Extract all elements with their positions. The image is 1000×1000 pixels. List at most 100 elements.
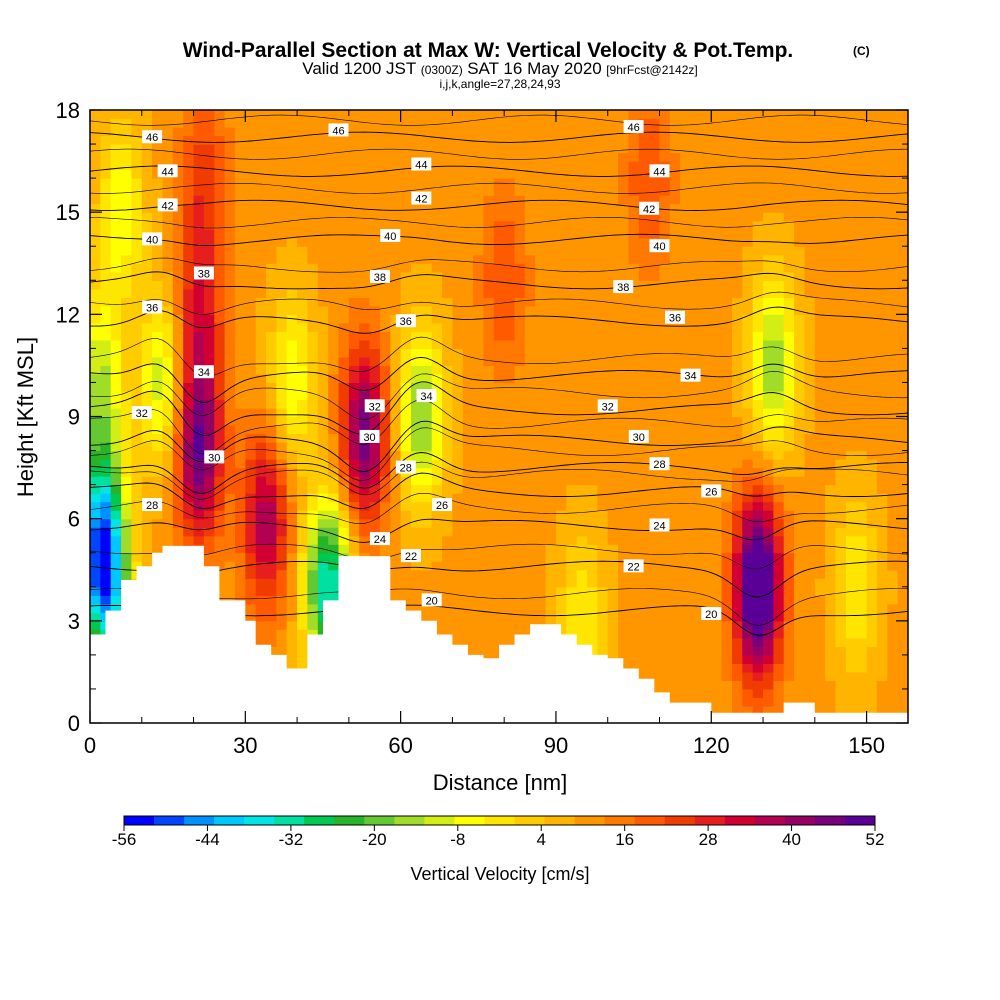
velocity-cell — [711, 706, 723, 716]
velocity-cell — [680, 527, 692, 537]
velocity-cell — [266, 578, 277, 588]
velocity-cell — [379, 399, 391, 409]
velocity-cell — [359, 459, 371, 469]
velocity-cell — [473, 220, 485, 230]
velocity-cell — [680, 442, 692, 452]
velocity-cell — [245, 552, 257, 562]
velocity-cell — [628, 654, 640, 664]
velocity-cell — [183, 271, 195, 281]
velocity-cell — [804, 612, 816, 622]
velocity-cell — [794, 484, 806, 494]
velocity-cell — [618, 450, 630, 460]
velocity-cell — [121, 382, 133, 392]
velocity-cell — [121, 118, 133, 128]
velocity-cell — [587, 382, 598, 392]
velocity-cell — [555, 135, 567, 145]
velocity-cell — [690, 135, 702, 145]
velocity-cell — [348, 246, 360, 256]
velocity-cell — [100, 476, 112, 486]
velocity-cell — [172, 527, 184, 537]
velocity-cell — [669, 688, 681, 698]
velocity-cell — [763, 518, 774, 528]
velocity-cell — [804, 544, 816, 554]
velocity-cell — [328, 408, 340, 418]
velocity-cell — [576, 603, 588, 613]
velocity-cell — [566, 586, 578, 596]
velocity-cell — [286, 246, 298, 256]
velocity-cell — [390, 322, 402, 332]
velocity-cell — [742, 220, 754, 230]
velocity-cell — [524, 365, 536, 375]
velocity-cell — [711, 135, 723, 145]
velocity-cell — [473, 408, 485, 418]
velocity-cell — [794, 680, 806, 690]
velocity-cell — [193, 297, 205, 307]
velocity-cell — [203, 297, 215, 307]
velocity-cell — [162, 459, 174, 469]
velocity-cell — [742, 544, 754, 554]
velocity-cell — [514, 629, 526, 639]
velocity-cell — [711, 178, 723, 188]
velocity-cell — [162, 186, 174, 196]
velocity-cell — [493, 161, 505, 171]
velocity-cell — [566, 569, 578, 579]
velocity-cell — [431, 450, 443, 460]
velocity-cell — [400, 578, 412, 588]
velocity-cell — [763, 382, 774, 392]
velocity-cell — [90, 484, 101, 494]
velocity-cell — [493, 569, 505, 579]
velocity-cell — [317, 425, 329, 435]
velocity-cell — [452, 127, 464, 137]
velocity-cell — [700, 288, 712, 298]
velocity-cell — [369, 518, 381, 528]
velocity-cell — [504, 322, 516, 332]
velocity-cell — [348, 459, 360, 469]
velocity-cell — [700, 229, 712, 239]
velocity-cell — [183, 535, 195, 545]
velocity-cell — [172, 433, 184, 443]
velocity-cell — [286, 212, 298, 222]
velocity-cell — [587, 501, 598, 511]
velocity-cell — [276, 510, 288, 520]
velocity-cell — [473, 263, 485, 273]
velocity-cell — [483, 373, 495, 383]
velocity-cell — [462, 195, 474, 205]
velocity-cell — [649, 612, 661, 622]
velocity-cell — [379, 127, 391, 137]
velocity-cell — [203, 373, 215, 383]
velocity-cell — [462, 518, 474, 528]
velocity-cell — [711, 527, 723, 537]
velocity-cell — [379, 339, 391, 349]
velocity-cell — [555, 322, 567, 332]
velocity-cell — [90, 416, 101, 426]
velocity-cell — [587, 476, 598, 486]
velocity-cell — [431, 305, 443, 315]
velocity-cell — [514, 501, 526, 511]
velocity-cell — [493, 595, 505, 605]
velocity-cell — [607, 442, 619, 452]
velocity-cell — [235, 144, 246, 154]
velocity-cell — [711, 161, 723, 171]
velocity-cell — [545, 161, 557, 171]
velocity-cell — [566, 110, 578, 120]
velocity-cell — [638, 629, 650, 639]
velocity-cell — [597, 442, 609, 452]
velocity-cell — [659, 271, 671, 281]
velocity-cell — [783, 391, 795, 401]
velocity-cell — [338, 399, 350, 409]
velocity-cell — [390, 484, 402, 494]
velocity-cell — [483, 271, 495, 281]
velocity-cell — [711, 382, 723, 392]
velocity-cell — [203, 331, 215, 341]
velocity-cell — [597, 637, 609, 647]
velocity-cell — [742, 569, 754, 579]
velocity-cell — [794, 382, 806, 392]
velocity-cell — [266, 425, 277, 435]
velocity-cell — [400, 161, 412, 171]
velocity-cell — [110, 195, 122, 205]
velocity-cell — [452, 110, 464, 120]
velocity-cell — [131, 305, 143, 315]
velocity-cell — [442, 484, 454, 494]
velocity-cell — [483, 135, 495, 145]
velocity-cell — [121, 144, 133, 154]
